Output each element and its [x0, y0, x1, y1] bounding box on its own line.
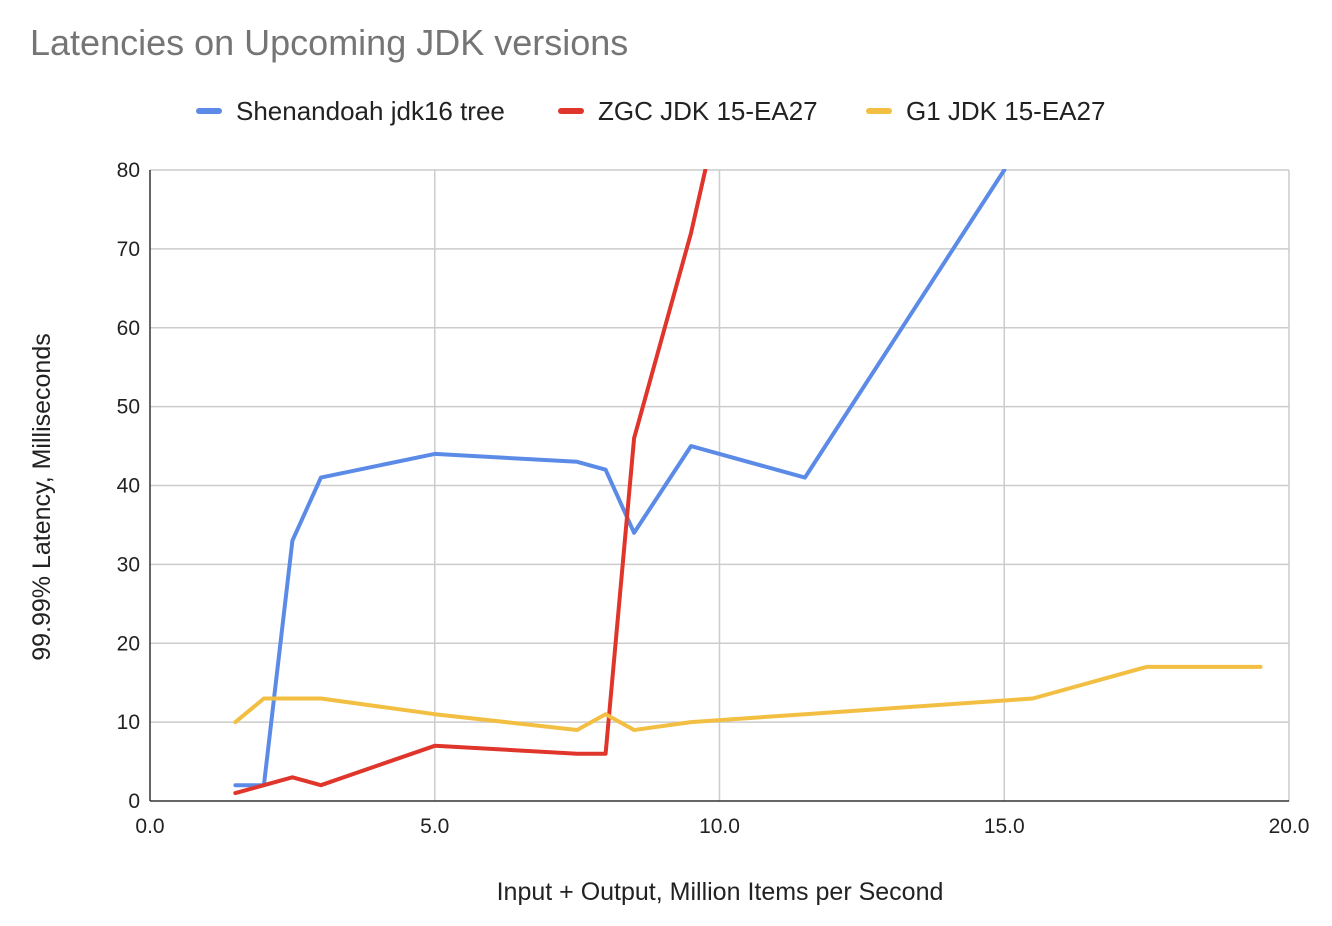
y-tick-label: 70	[117, 238, 140, 261]
series-line-zgc	[233, 169, 708, 796]
series-lines	[233, 169, 1263, 796]
gridlines	[150, 169, 1290, 801]
legend-swatch-shenandoah	[196, 108, 222, 114]
y-tick-label: 80	[117, 159, 140, 182]
legend: Shenandoah jdk16 tree ZGC JDK 15-EA27 G1…	[0, 94, 1332, 128]
legend-item-shenandoah[interactable]: Shenandoah jdk16 tree	[196, 94, 505, 128]
tick-labels: 0 10 20 30 40 50 60 70 80 0.0 5.0 10.0 15.0 20.0	[117, 159, 1310, 838]
chart-title: Latencies on Upcoming JDK versions	[30, 22, 629, 63]
legend-swatch-g1	[866, 108, 892, 114]
x-tick-label: 15.0	[984, 815, 1025, 838]
y-axis-title: 99.99% Latency, Milliseconds	[28, 333, 56, 661]
y-tick-label: 0	[128, 790, 140, 813]
legend-item-zgc[interactable]: ZGC JDK 15-EA27	[558, 94, 818, 128]
x-tick-label: 20.0	[1269, 815, 1310, 838]
y-tick-label: 20	[117, 632, 140, 655]
legend-label-shenandoah: Shenandoah jdk16 tree	[236, 95, 505, 126]
axes	[149, 170, 1289, 802]
y-tick-label: 50	[117, 396, 140, 419]
x-tick-label: 10.0	[699, 815, 740, 838]
x-tick-label: 0.0	[135, 815, 164, 838]
legend-label-g1: G1 JDK 15-EA27	[906, 95, 1106, 126]
legend-item-g1[interactable]: G1 JDK 15-EA27	[866, 94, 1105, 128]
y-tick-label: 40	[117, 475, 140, 498]
series-line-shenandoah	[233, 169, 1007, 788]
x-axis-title: Input + Output, Million Items per Second	[497, 878, 944, 906]
y-tick-label: 60	[117, 317, 140, 340]
series-line-g1	[233, 664, 1263, 732]
legend-swatch-zgc	[558, 108, 584, 114]
x-tick-label: 5.0	[420, 815, 449, 838]
y-tick-label: 30	[117, 553, 140, 576]
legend-label-zgc: ZGC JDK 15-EA27	[598, 95, 818, 126]
y-tick-label: 10	[117, 711, 140, 734]
